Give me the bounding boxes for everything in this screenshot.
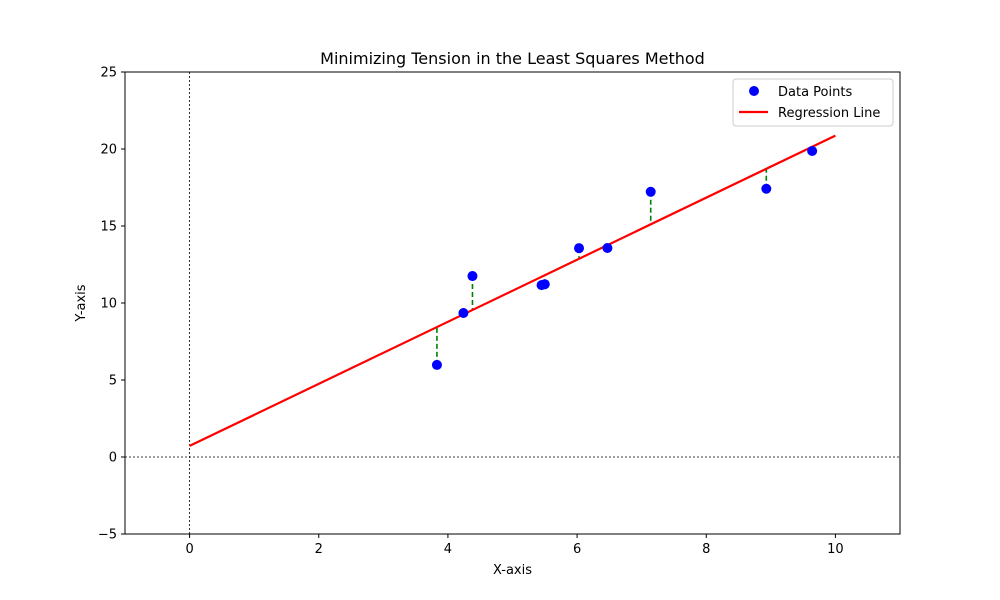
x-tick-label-6: 6	[573, 542, 581, 557]
y-tick-label-0: 0	[109, 451, 117, 466]
y-tick-label-10: 10	[100, 297, 117, 312]
data-point-5	[539, 279, 550, 290]
y-tick-label-20: 20	[100, 143, 117, 158]
legend-marker-data-points	[749, 86, 759, 96]
data-point-8	[645, 186, 656, 197]
y-tick-label--5: −5	[98, 528, 117, 543]
x-tick-label-2: 2	[315, 542, 323, 557]
data-point-1	[431, 359, 442, 370]
legend-box	[732, 78, 894, 127]
x-tick-label-8: 8	[702, 542, 710, 557]
y-tick-label-15: 15	[100, 220, 117, 235]
plot-area: 0 2 4 6 8 10 −5 0 5 10 15 20 25 Data Points Regression…	[98, 66, 901, 557]
y-tick-label-5: 5	[109, 374, 117, 389]
data-point-9	[761, 183, 772, 194]
data-point-7	[602, 243, 613, 254]
x-tick-label-0: 0	[185, 542, 193, 557]
x-tick-label-10: 10	[827, 542, 844, 557]
legend-label-data-points: Data Points	[778, 85, 852, 100]
data-point-2	[458, 308, 469, 319]
chart-title: Minimizing Tension in the Least Squares …	[320, 49, 705, 68]
data-point-10	[807, 146, 818, 157]
regression-line	[189, 134, 836, 447]
data-point-6	[574, 243, 585, 254]
x-tick-label-4: 4	[444, 542, 452, 557]
x-axis-label: X-axis	[493, 563, 532, 578]
legend-label-regression-line: Regression Line	[778, 106, 880, 121]
y-axis-label: Y-axis	[74, 284, 89, 322]
y-tick-label-25: 25	[100, 66, 117, 81]
data-point-3	[467, 271, 478, 282]
